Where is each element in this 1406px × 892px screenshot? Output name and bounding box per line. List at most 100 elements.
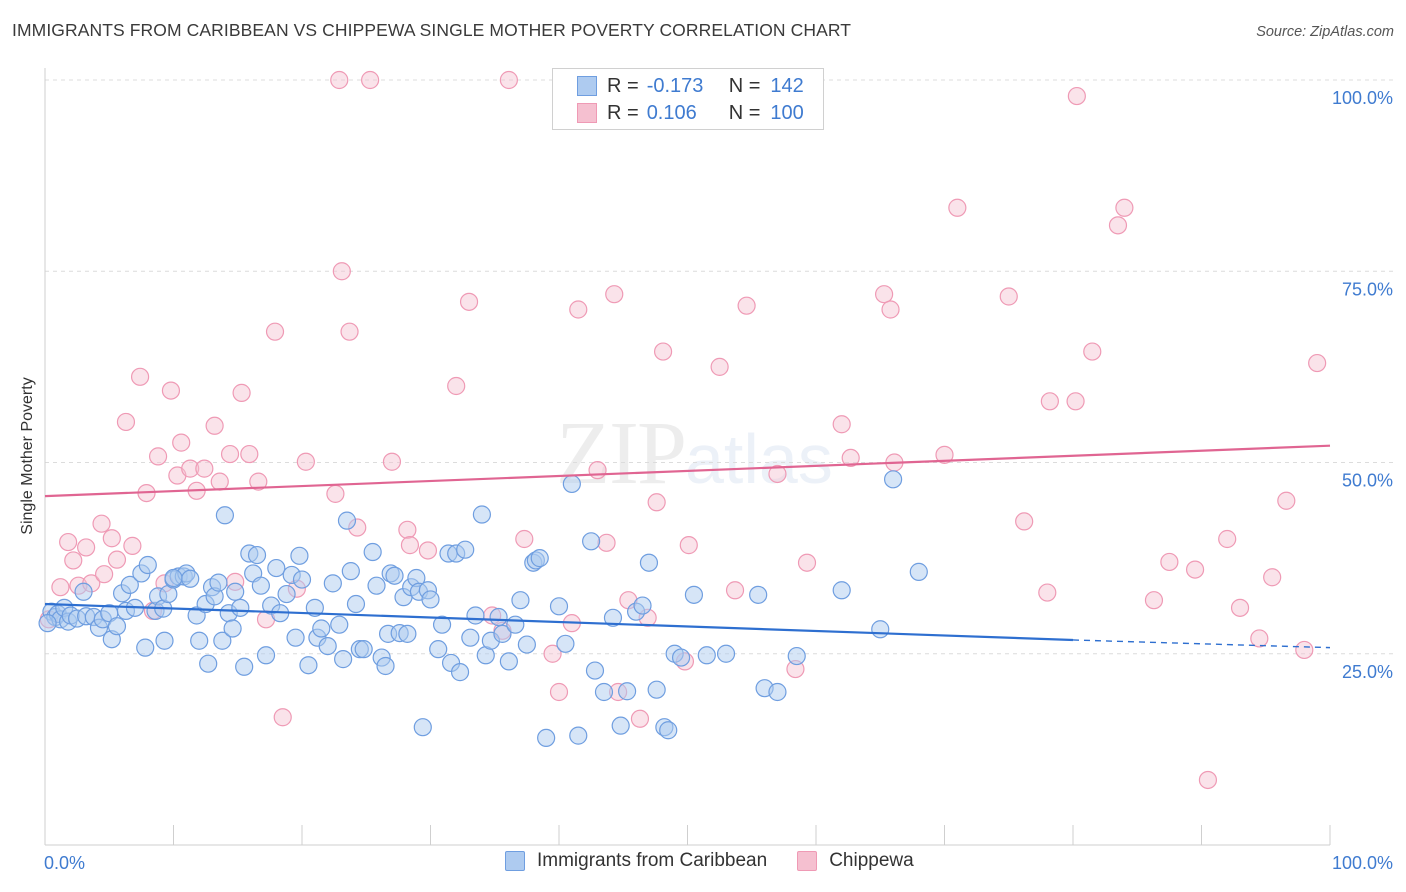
caribbean-point xyxy=(286,628,305,647)
caribbean-point xyxy=(323,574,342,593)
chippewa-point xyxy=(797,553,817,572)
caribbean-point xyxy=(164,568,183,588)
correlation-legend: R = -0.173 N = 142 R = 0.106 N = 100 xyxy=(552,68,824,130)
caribbean-point xyxy=(376,656,395,676)
caribbean-point xyxy=(277,584,296,604)
caribbean-point xyxy=(226,582,245,601)
legend-n-value: 142 xyxy=(770,74,804,97)
chippewa-point xyxy=(1218,529,1237,549)
caribbean-point xyxy=(318,636,337,656)
chippewa-point xyxy=(265,322,285,341)
chippewa-point xyxy=(875,285,894,304)
caribbean-point xyxy=(190,631,209,650)
caribbean-point xyxy=(413,718,432,737)
caribbean-point xyxy=(421,590,440,609)
chippewa-point xyxy=(499,70,518,90)
caribbean-point xyxy=(633,596,652,615)
chippewa-point xyxy=(605,285,624,304)
chippewa-point xyxy=(116,412,136,432)
caribbean-point xyxy=(330,615,349,634)
caribbean-point xyxy=(716,644,736,663)
legend-n-label: N = xyxy=(728,74,761,97)
chippewa-point xyxy=(249,472,268,491)
chippewa-point xyxy=(1277,491,1296,510)
caribbean-point xyxy=(107,617,127,636)
chippewa-point xyxy=(999,287,1018,306)
caribbean-point xyxy=(429,640,448,659)
chippewa-point xyxy=(382,452,402,471)
caribbean-point xyxy=(909,562,928,581)
caribbean-point xyxy=(213,631,232,650)
caribbean-point xyxy=(209,573,228,592)
caribbean-point xyxy=(199,654,218,673)
legend-n-value: 100 xyxy=(770,101,804,124)
caribbean-point xyxy=(639,553,659,572)
chippewa-point xyxy=(273,708,292,727)
series-legend-chippewa[interactable]: Chippewa xyxy=(797,850,914,872)
chippewa-point xyxy=(361,70,380,90)
caribbean-point xyxy=(251,576,270,595)
chippewa-point xyxy=(1198,770,1218,790)
caribbean-point xyxy=(181,569,200,588)
chippewa-point xyxy=(398,520,417,539)
chippewa-point xyxy=(948,198,967,217)
caribbean-point xyxy=(883,470,903,489)
chippewa-point xyxy=(1115,198,1134,217)
y-tick-label: 75.0% xyxy=(1342,279,1393,299)
caribbean-point xyxy=(432,615,452,634)
chippewa-point xyxy=(181,459,200,478)
caribbean-point xyxy=(671,648,691,667)
legend-n-label: N = xyxy=(728,101,761,124)
chippewa-point xyxy=(59,532,78,552)
chippewa-point xyxy=(515,529,534,549)
chippewa-point xyxy=(1083,342,1102,361)
caribbean-point xyxy=(659,721,678,740)
caribbean-point xyxy=(489,607,508,627)
chippewa-point xyxy=(92,514,111,533)
axes xyxy=(44,68,1331,846)
chippewa-point xyxy=(330,70,349,90)
chippewa-point xyxy=(1308,353,1327,373)
caribbean-point xyxy=(768,682,787,702)
caribbean-point xyxy=(647,680,666,699)
chippewa-point xyxy=(296,452,315,471)
chippewa-point xyxy=(679,536,698,555)
series-label-caribbean: Immigrants from Caribbean xyxy=(537,850,768,871)
trend-lines xyxy=(44,444,1331,649)
caribbean-point xyxy=(832,581,851,600)
caribbean-point xyxy=(530,549,549,568)
chippewa-point xyxy=(172,433,191,452)
chippewa-point xyxy=(1230,598,1250,617)
chippewa-point xyxy=(710,357,729,376)
caribbean-point xyxy=(450,663,470,682)
tick-labels: 25.0% 50.0% 75.0% 100.0% 0.0% 100.0% xyxy=(44,88,1393,873)
legend-swatch-blue xyxy=(577,76,597,96)
caribbean-point xyxy=(787,646,806,666)
chippewa-point xyxy=(220,444,240,464)
caribbean-point xyxy=(537,728,556,748)
series-legend-caribbean[interactable]: Immigrants from Caribbean xyxy=(505,850,767,872)
caribbean-point xyxy=(215,506,234,525)
legend-row-caribbean: R = -0.173 N = 142 xyxy=(577,73,804,99)
chippewa-point xyxy=(1015,512,1034,531)
caribbean-point xyxy=(231,598,250,617)
caribbean-point xyxy=(466,606,485,625)
caribbean-point xyxy=(461,628,480,647)
chippewa-point xyxy=(725,581,745,600)
chippewa-point xyxy=(102,529,121,548)
caribbean-point xyxy=(305,598,324,617)
chippewa-point xyxy=(64,551,83,570)
chippewa-point xyxy=(326,484,345,503)
caribbean-point xyxy=(337,511,357,530)
chippewa-point xyxy=(549,682,569,702)
chippewa-point xyxy=(653,342,673,361)
legend-r-label: R = xyxy=(607,101,639,124)
chippewa-point xyxy=(1263,568,1282,587)
series-label-chippewa: Chippewa xyxy=(829,850,914,871)
chippewa-point xyxy=(1040,392,1059,411)
caribbean-point xyxy=(569,726,588,745)
caribbean-point xyxy=(493,624,512,643)
legend-swatch-pink xyxy=(577,103,597,123)
caribbean-point xyxy=(292,570,312,589)
